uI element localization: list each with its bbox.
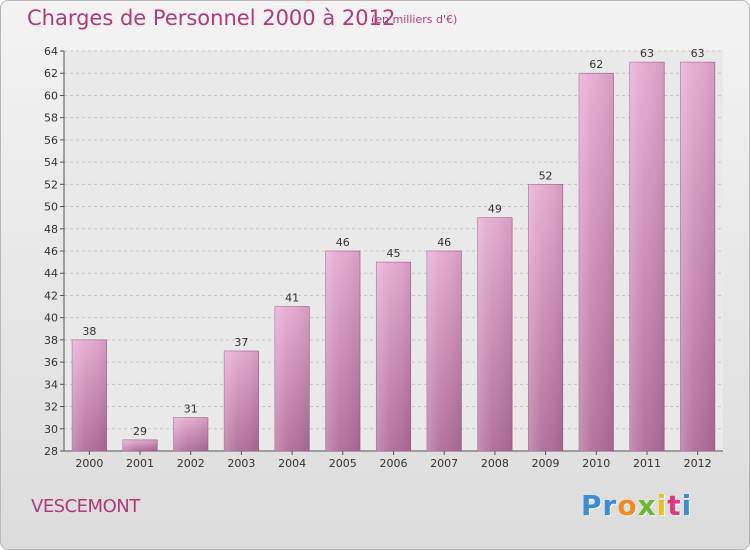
y-tick-label: 38 (44, 334, 58, 347)
y-tick-label: 46 (44, 245, 58, 258)
x-tick-label: 2010 (582, 457, 610, 470)
x-tick-label: 2000 (75, 457, 103, 470)
bar-shine (173, 417, 208, 451)
x-tick-label: 2003 (227, 457, 255, 470)
x-tick-label: 2001 (126, 457, 154, 470)
y-tick-label: 42 (44, 289, 58, 302)
x-tick-label: 2012 (684, 457, 712, 470)
logo-letter: x (637, 489, 657, 522)
logo-letter: i (681, 489, 693, 522)
bar-shine (274, 306, 310, 451)
x-tick-label: 2011 (633, 457, 661, 470)
data-label: 38 (82, 325, 96, 338)
bar-shine (477, 217, 513, 451)
data-label: 63 (691, 47, 705, 60)
y-tick-label: 36 (44, 356, 58, 369)
logo-letter: P (581, 489, 603, 522)
y-tick-label: 52 (44, 178, 58, 191)
y-tick-label: 30 (44, 423, 58, 436)
data-label: 63 (640, 47, 654, 60)
data-label: 31 (184, 403, 198, 416)
y-tick-label: 28 (44, 445, 58, 458)
data-label: 52 (539, 169, 553, 182)
bar-shine (325, 251, 361, 451)
data-label: 45 (387, 247, 401, 260)
y-tick-label: 54 (44, 156, 58, 169)
x-tick-label: 2009 (532, 457, 560, 470)
data-label: 29 (133, 425, 147, 438)
x-tick-label: 2006 (380, 457, 408, 470)
y-tick-label: 32 (44, 401, 58, 414)
bar-shine (426, 251, 462, 451)
y-tick-label: 62 (44, 67, 58, 80)
logo-letter: o (617, 489, 638, 522)
data-label: 37 (234, 336, 248, 349)
x-tick-label: 2008 (481, 457, 509, 470)
data-label: 41 (285, 292, 299, 305)
bar-shine (122, 439, 158, 451)
y-tick-label: 58 (44, 112, 58, 125)
y-tick-label: 50 (44, 201, 58, 214)
y-tick-label: 60 (44, 89, 58, 102)
chart-subtitle: (en milliers d'€) (371, 13, 458, 26)
bar-shine (579, 73, 614, 451)
x-tick-label: 2002 (177, 457, 205, 470)
y-tick-label: 56 (44, 134, 58, 147)
bar-shine (528, 184, 563, 452)
bar-shine (72, 339, 107, 451)
bar-shine (376, 262, 411, 451)
bar-shine (629, 62, 665, 451)
chart-title: Charges de Personnel 2000 à 2012 (27, 6, 396, 30)
commune-name: VESCEMONT (31, 496, 140, 517)
data-label: 62 (589, 58, 603, 71)
data-label: 46 (437, 236, 451, 249)
y-tick-label: 40 (44, 312, 58, 325)
logo-letter: i (656, 489, 668, 522)
y-tick-label: 44 (44, 267, 58, 280)
proxiti-logo[interactable]: Proxiti (581, 489, 692, 522)
y-tick-label: 64 (44, 45, 58, 58)
logo-letter: r (602, 489, 618, 522)
y-tick-label: 34 (44, 378, 58, 391)
data-label: 49 (488, 203, 502, 216)
logo-letter: t (667, 489, 682, 522)
x-tick-label: 2005 (329, 457, 357, 470)
bar-shine (680, 62, 715, 451)
x-tick-label: 2004 (278, 457, 306, 470)
data-label: 46 (336, 236, 350, 249)
y-tick-label: 48 (44, 223, 58, 236)
x-tick-label: 2007 (430, 457, 458, 470)
bar-shine (224, 351, 259, 451)
